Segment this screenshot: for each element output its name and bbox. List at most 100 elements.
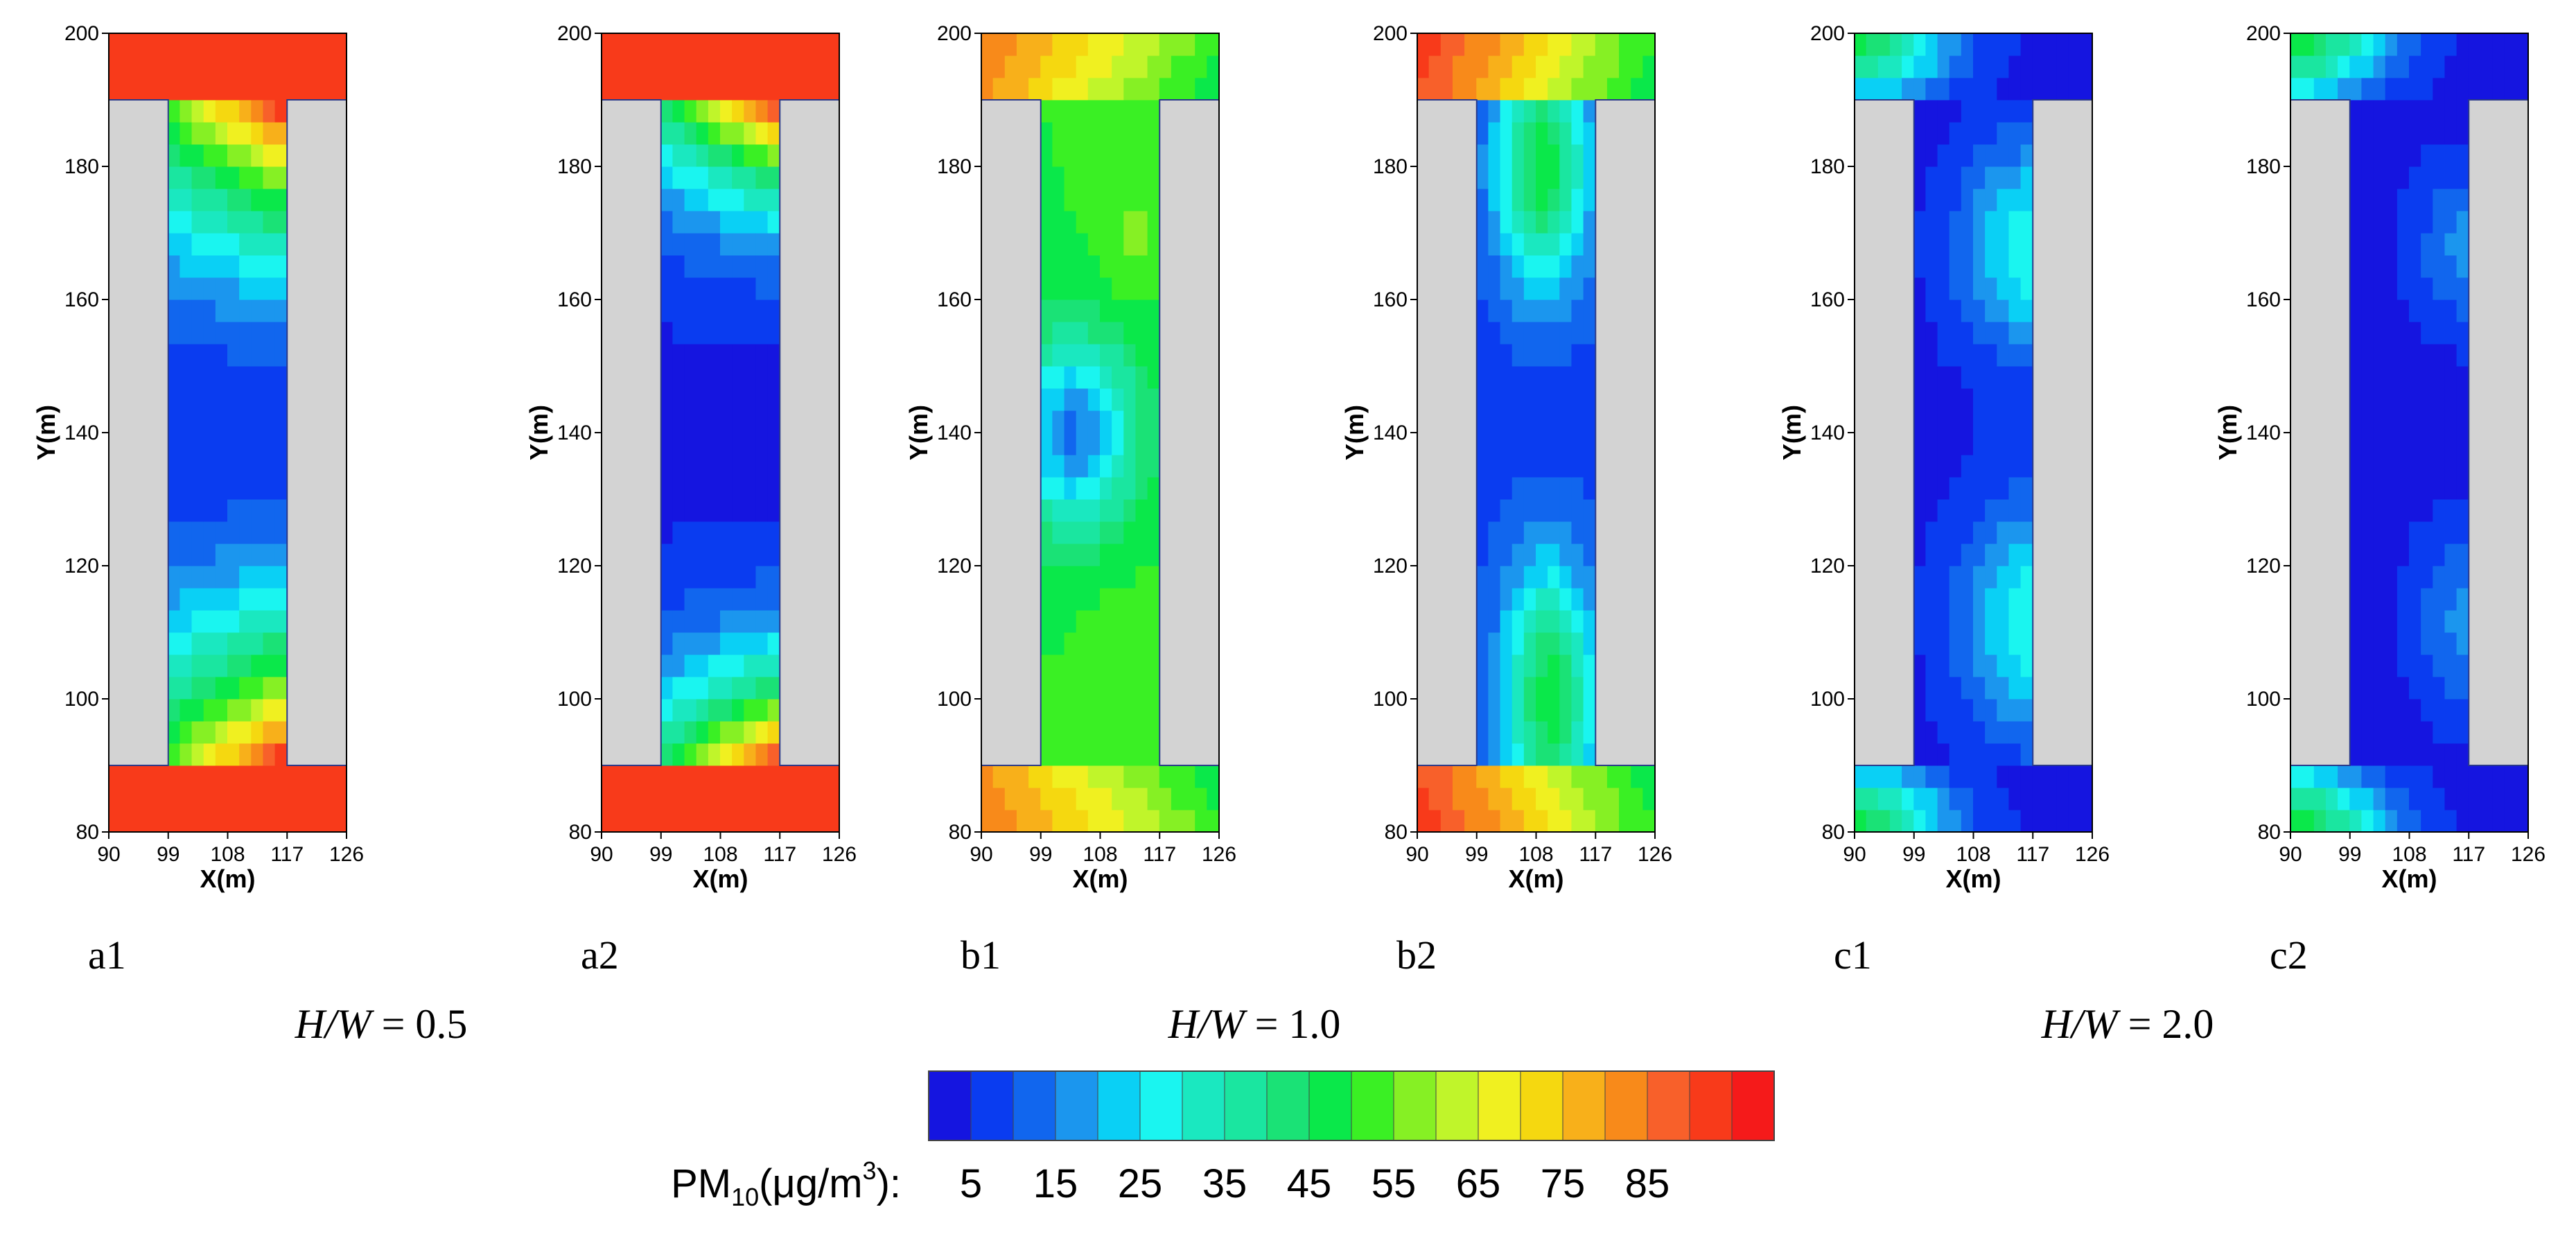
field-cell — [1548, 299, 1561, 322]
field-cell — [1583, 743, 1596, 766]
field-cell — [1985, 476, 1998, 500]
field-cell — [2373, 787, 2386, 810]
field-cell — [720, 388, 733, 411]
colorbar-segment — [1309, 1071, 1352, 1140]
field-cell — [684, 343, 697, 367]
field-cell — [732, 498, 745, 522]
field-cell — [1913, 144, 1927, 167]
field-cell — [1571, 232, 1584, 256]
field-cell — [215, 188, 228, 211]
colorbar-segment — [1055, 1071, 1098, 1140]
field-cell — [1488, 388, 1501, 411]
field-cell — [1064, 720, 1077, 744]
field-cell — [1512, 632, 1525, 655]
field-cell — [2385, 254, 2398, 278]
y-axis-label: Y(m) — [525, 405, 553, 460]
field-cell — [203, 77, 216, 101]
x-tick-label: 117 — [1143, 843, 1176, 866]
building-left — [1417, 99, 1478, 766]
field-cell — [2433, 698, 2446, 722]
field-cell — [227, 55, 240, 78]
field-cell — [1571, 632, 1584, 655]
field-cell — [1536, 698, 1549, 722]
field-cell — [1595, 765, 1608, 788]
field-cell — [2444, 698, 2457, 722]
field-cell — [179, 543, 193, 566]
field-cell — [981, 787, 994, 810]
field-cell — [1147, 521, 1160, 544]
field-cell — [1512, 210, 1525, 234]
field-cell — [227, 654, 240, 677]
field-cell — [1004, 787, 1017, 810]
field-cell — [1559, 299, 1572, 322]
field-cell — [1985, 432, 1998, 455]
field-cell — [179, 365, 193, 389]
field-cell — [227, 454, 240, 478]
field-cell — [239, 521, 252, 544]
field-cell — [1559, 698, 1572, 722]
field-cell — [1476, 565, 1489, 589]
field-cell — [1147, 99, 1160, 123]
field-cell — [2397, 210, 2410, 234]
field-cell — [203, 365, 216, 389]
field-cell — [2349, 654, 2363, 677]
field-cell — [1112, 299, 1125, 322]
field-cell — [2361, 343, 2374, 367]
field-cell — [2032, 787, 2045, 810]
field-cell — [696, 299, 709, 322]
field-cell — [215, 743, 228, 766]
field-cell — [2373, 188, 2386, 211]
field-cell — [1997, 343, 2010, 367]
field-cell — [227, 432, 240, 455]
field-cell — [191, 321, 204, 345]
field-cell — [696, 432, 709, 455]
field-cell — [2409, 388, 2422, 411]
field-cell — [1949, 210, 1962, 234]
field-cell — [1949, 188, 1962, 211]
field-cell — [1476, 77, 1489, 101]
field-cell — [708, 743, 721, 766]
field-cell — [179, 99, 193, 123]
field-cell — [755, 543, 769, 566]
field-cell — [203, 476, 216, 500]
field-cell — [1571, 720, 1584, 744]
field-cell — [684, 720, 697, 744]
field-cell — [2433, 498, 2446, 522]
field-cell — [1123, 121, 1137, 145]
field-cell — [2361, 632, 2374, 655]
field-cell — [1135, 188, 1148, 211]
field-cell — [2008, 365, 2022, 389]
field-cell — [1123, 609, 1137, 633]
field-cell — [1512, 166, 1525, 189]
field-cell — [1476, 632, 1489, 655]
field-cell — [1583, 388, 1596, 411]
field-cell — [696, 587, 709, 611]
field-cell — [2409, 432, 2422, 455]
field-cell — [251, 77, 264, 101]
field-cell — [827, 765, 840, 788]
field-cell — [708, 277, 721, 300]
field-cell — [1135, 321, 1148, 345]
field-cell — [684, 321, 697, 345]
field-cell — [1961, 321, 1974, 345]
field-cell — [2433, 343, 2446, 367]
field-cell — [744, 166, 757, 189]
field-cell — [1973, 77, 1986, 101]
field-cell — [1500, 720, 1513, 744]
field-cell — [1949, 543, 1962, 566]
field-cell — [298, 787, 312, 810]
field-cell — [2456, 77, 2469, 101]
field-cell — [215, 232, 228, 256]
field-cell — [1040, 654, 1053, 677]
field-cell — [215, 521, 228, 544]
field-cell — [1076, 144, 1089, 167]
field-cell — [2421, 299, 2434, 322]
field-cell — [1583, 565, 1596, 589]
field-cell — [1052, 787, 1065, 810]
field-cell — [2421, 99, 2434, 123]
field-cell — [1913, 254, 1927, 278]
field-cell — [1087, 521, 1101, 544]
x-tick-label: 108 — [1083, 843, 1117, 866]
field-cell — [2456, 809, 2469, 833]
field-cell — [1973, 454, 1986, 478]
